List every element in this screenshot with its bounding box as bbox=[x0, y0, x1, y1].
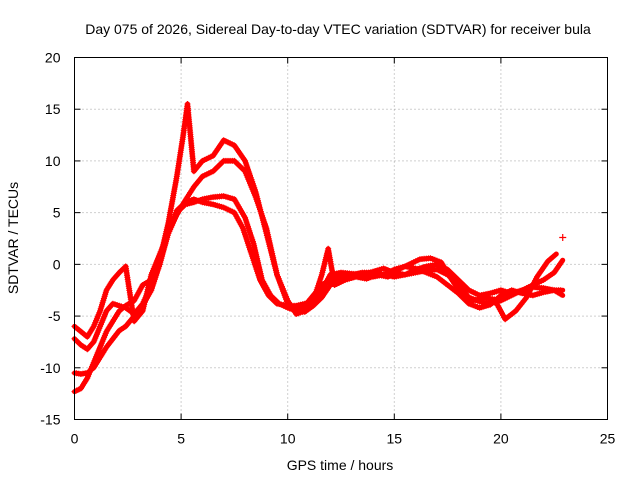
x-tick-label: 20 bbox=[493, 431, 509, 447]
x-axis-label: GPS time / hours bbox=[287, 457, 394, 473]
y-tick-label: 20 bbox=[45, 50, 61, 66]
x-tick-label: 5 bbox=[177, 431, 185, 447]
series-track-4 bbox=[71, 157, 566, 340]
series-markers bbox=[71, 196, 565, 353]
plot-frame bbox=[74, 57, 608, 420]
y-tick-label: 10 bbox=[45, 153, 61, 169]
y-tick-label: 15 bbox=[45, 101, 61, 117]
y-tick-label: 0 bbox=[53, 256, 61, 272]
series-band bbox=[72, 101, 559, 395]
x-tick-label: 15 bbox=[387, 431, 403, 447]
data-series-layer bbox=[71, 101, 567, 395]
grid-lines bbox=[74, 57, 608, 420]
series-track-2 bbox=[71, 196, 566, 353]
y-axis-label: SDTVAR / TECUs bbox=[5, 182, 21, 294]
series-markers bbox=[71, 157, 564, 340]
series-band bbox=[72, 196, 566, 352]
y-tick-label: -10 bbox=[40, 360, 60, 376]
series-band bbox=[72, 158, 566, 340]
y-tick-label: 5 bbox=[53, 205, 61, 221]
series-markers bbox=[71, 101, 558, 395]
x-tick-label: 10 bbox=[280, 431, 296, 447]
y-tick-label: -15 bbox=[40, 412, 60, 428]
isolated-point-marker bbox=[559, 233, 567, 241]
x-tick-label: 0 bbox=[71, 431, 79, 447]
axis-tick-labels: 0 5 10 15 20 25 -15 -10 -5 0 5 10 15 20 bbox=[40, 50, 615, 447]
axis-ticks bbox=[74, 57, 608, 420]
y-tick-label: -5 bbox=[48, 308, 61, 324]
series-track-3 bbox=[71, 101, 559, 395]
x-tick-label: 25 bbox=[600, 431, 616, 447]
chart-title: Day 075 of 2026, Sidereal Day-to-day VTE… bbox=[85, 21, 591, 37]
